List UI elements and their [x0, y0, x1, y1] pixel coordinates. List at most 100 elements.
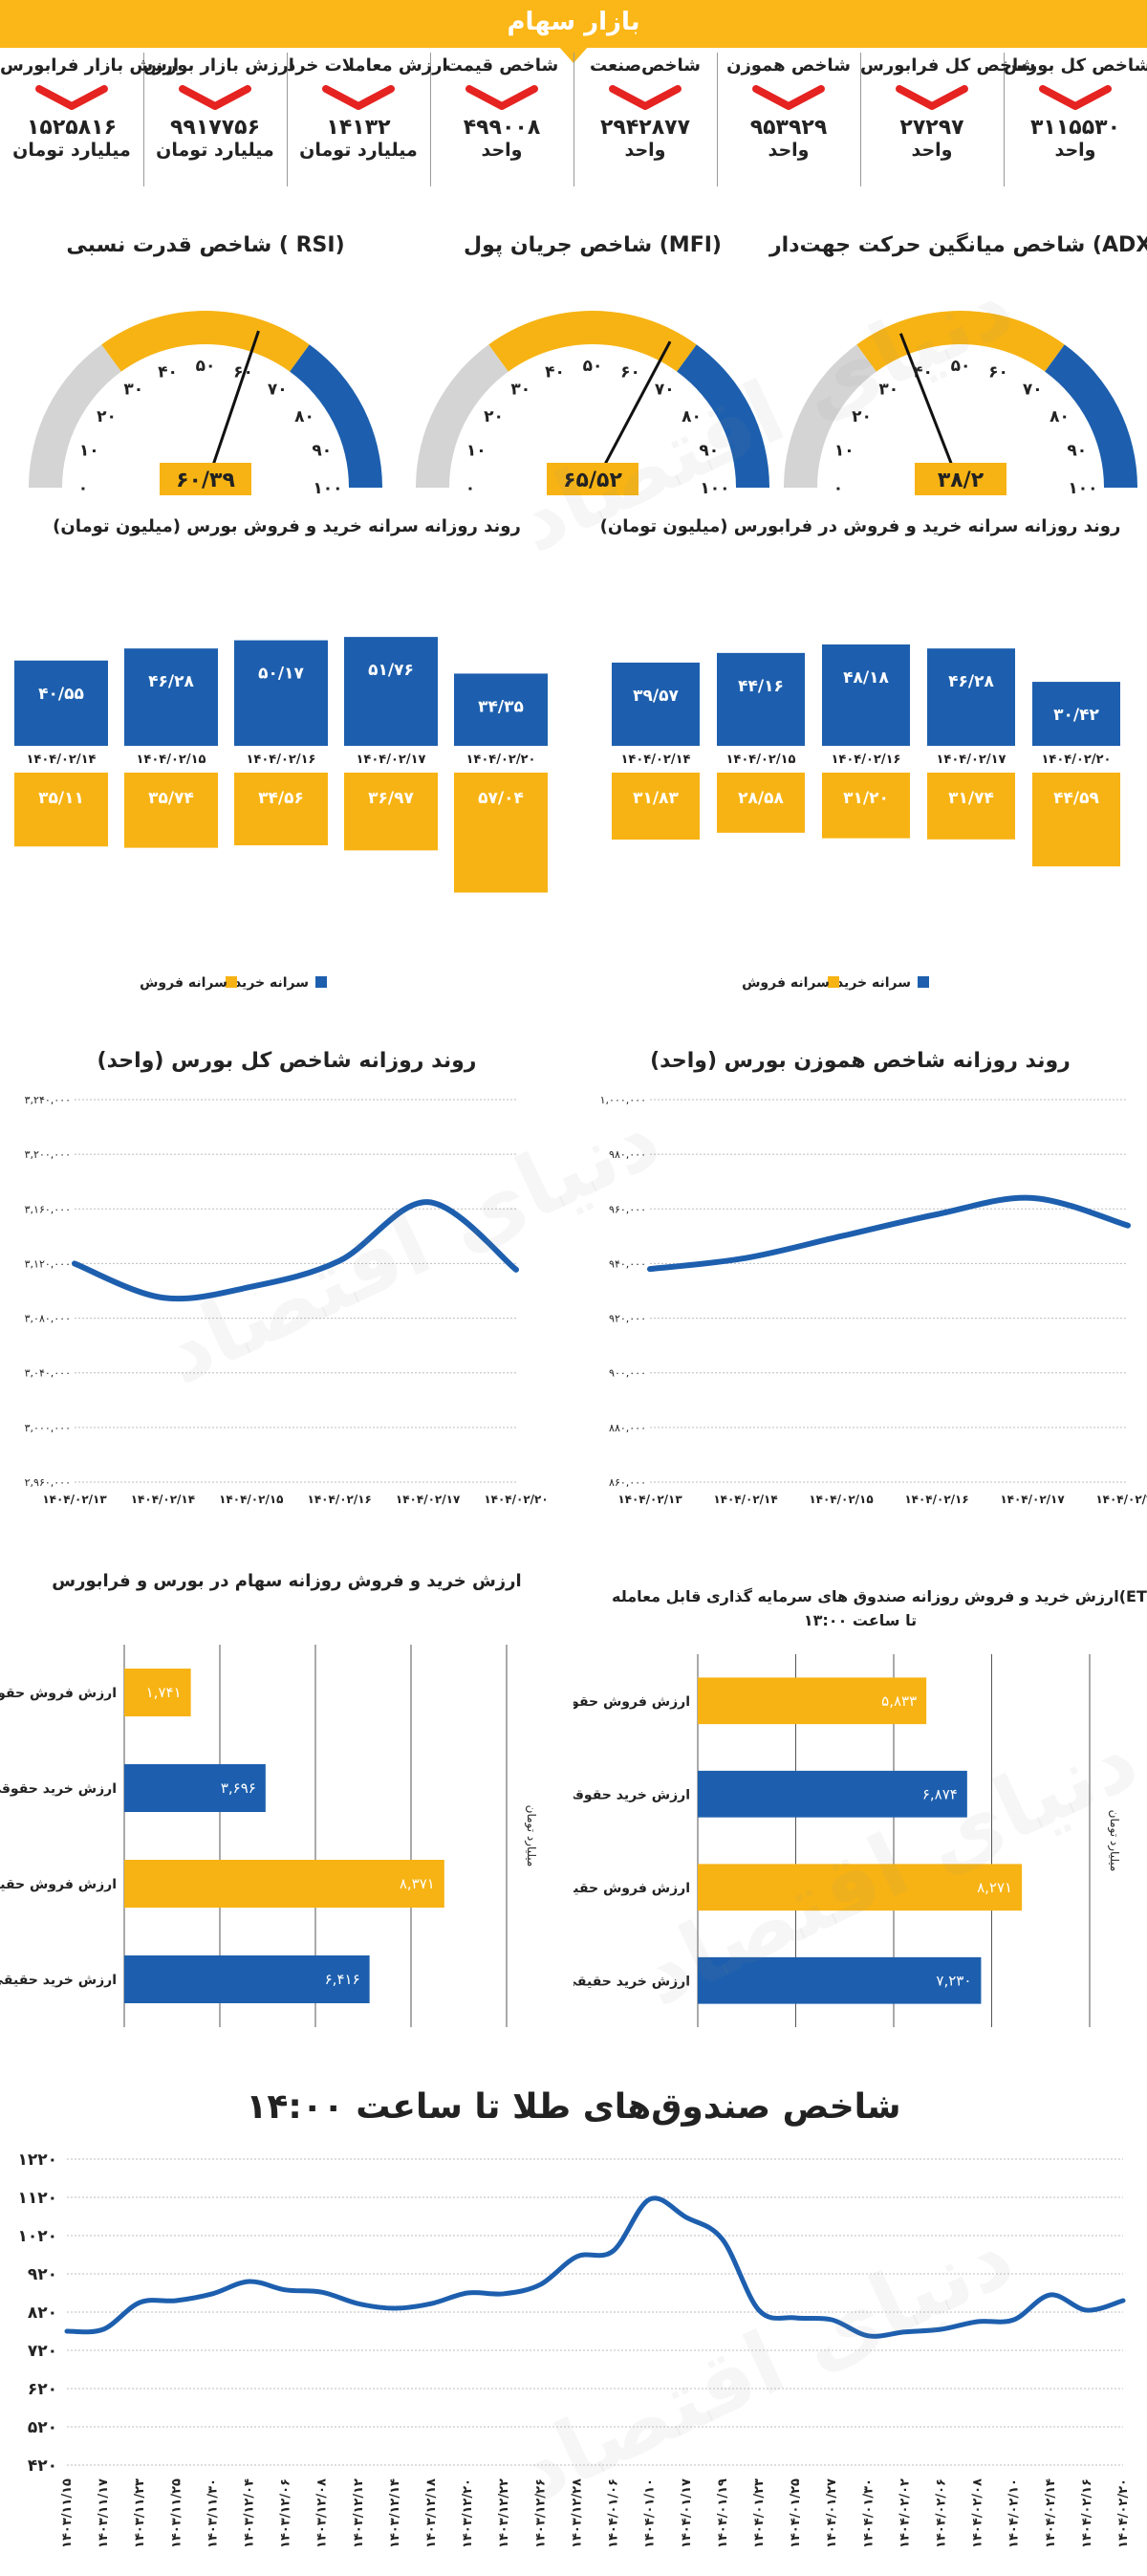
- x-tick-label: ۱۴۰۴/۰۱/۲۳: [752, 2478, 767, 2548]
- bar-sell: [612, 773, 700, 840]
- bar-sell: [234, 773, 328, 846]
- farabourse-per-capita-title: روند روزانه سرانه خرید و فروش در فرابورس…: [599, 516, 1121, 536]
- bar: [124, 1955, 370, 2003]
- series-line: [647, 1194, 1131, 1273]
- y-tick-label: ۳,۱۶۰,۰۰۰: [25, 1203, 71, 1215]
- bar-buy-label: ۴۰/۵۵: [38, 685, 84, 704]
- bar-sell: [124, 773, 218, 848]
- x-tick-label: ۱۴۰۳/۱۱/۲۵: [169, 2478, 184, 2548]
- metric-card: شاخص هموزن ۹۵۳۹۲۹ واحد: [717, 55, 860, 189]
- metric-label: شاخص کل فرابورس: [860, 55, 1036, 76]
- bar-buy-label: ۳۹/۵۷: [633, 687, 679, 706]
- y-tick-label: ۹۶۰,۰۰۰: [609, 1203, 646, 1215]
- gauge-tick-label: ۶۰: [988, 362, 1008, 382]
- gauge-value-label: ۶۵/۵۲: [563, 469, 622, 492]
- category-label: ۱۴۰۴/۰۲/۲۰: [466, 753, 536, 767]
- category-label: ۱۴۰۴/۰۲/۱۵: [137, 753, 206, 767]
- metric-value: ۴۹۹۰۰۸: [463, 116, 541, 140]
- bar-sell: [1032, 773, 1120, 867]
- metric-value: ۲۹۴۲۸۷۷: [600, 116, 690, 140]
- bar-buy: [344, 637, 438, 746]
- metric-label: ارزش معاملات خرد: [287, 55, 448, 76]
- x-tick-label: ۱۴۰۳/۱۱/۲۳: [133, 2478, 147, 2548]
- bar-buy-label: ۳۴/۳۵: [478, 697, 524, 716]
- bar-sell-label: ۳۵/۷۴: [148, 789, 194, 808]
- category-label: ۱۴۰۴/۰۲/۲۰: [1042, 753, 1112, 767]
- gauge-band-mid: [856, 311, 1065, 372]
- y-tick-label: ۸۸۰,۰۰۰: [609, 1422, 646, 1434]
- unit-label: میلیارد تومان: [524, 1805, 538, 1867]
- gauge-band-high: [1045, 344, 1137, 488]
- metric-separator: [287, 53, 288, 186]
- x-tick-label: ۱۴۰۴/۰۲/۰۸: [971, 2478, 985, 2548]
- gauge: ۰۱۰۲۰۳۰۴۰۵۰۶۰۷۰۸۰۹۰۱۰۰۶۰/۳۹: [29, 311, 382, 498]
- bar-buy: [454, 673, 548, 746]
- bar-buy-label: ۴۴/۱۶: [738, 677, 784, 696]
- x-tick-label: ۱۴۰۳/۱۲/۲۲: [497, 2478, 511, 2548]
- chevron-down-icon: [179, 85, 251, 110]
- bourse-value-chart: ۱,۷۴۱ ارزش فروش حقوقی ۳,۶۹۶ ارزش خرید حقوقی…: [0, 1645, 538, 2027]
- y-tick-label: ۱۱۲۰: [17, 2189, 57, 2208]
- gauge-tick-label: ۱۰: [466, 441, 487, 460]
- x-tick-label: ۱۴۰۳/۱۱/۱۵: [60, 2478, 75, 2548]
- legend-buy-swatch: [918, 976, 929, 988]
- bar-value-label: ۷,۲۳۰: [936, 1972, 971, 1989]
- gauge-tick-label: ۲۰: [484, 407, 504, 426]
- bar: [698, 1770, 967, 1818]
- y-tick-label: ۳,۰۴۰,۰۰۰: [25, 1367, 71, 1380]
- bar: [698, 1677, 927, 1725]
- metric-value: ۳۱۱۵۵۳۰: [1030, 116, 1120, 140]
- x-tick-label: ۱۴۰۴/۰۲/۱۳: [42, 1493, 107, 1506]
- y-tick-label: ۳,۰۰۰,۰۰۰: [25, 1422, 71, 1434]
- metric-unit: واحد: [624, 140, 666, 161]
- metric-unit: واحد: [768, 140, 810, 161]
- x-tick-label: ۱۴۰۴/۰۲/۱۶: [308, 1493, 372, 1506]
- bar-sell-label: ۵۷/۰۴: [478, 789, 524, 808]
- category-label: ۱۴۰۴/۰۲/۱۵: [726, 753, 796, 767]
- bourse-per-capita-title: روند روزانه سرانه خرید و فروش بورس (میلی…: [53, 516, 521, 536]
- etf-value-title: ارزش خرید و فروش روزانه صندوق های سرمایه…: [612, 1587, 1147, 1605]
- x-tick-label: ۱۴۰۳/۱۲/۲۶: [533, 2478, 548, 2548]
- x-tick-label: ۱۴۰۴/۰۲/۱۵: [219, 1493, 283, 1506]
- metric-unit: میلیارد تومان: [156, 140, 274, 161]
- bar: [124, 1860, 444, 1908]
- gauge-band-high: [677, 344, 769, 488]
- gauge-tick-label: ۱۰: [79, 441, 99, 460]
- gauge-tick-label: ۹۰: [699, 441, 719, 460]
- metric-card: ارزش معاملات خرد ۱۴۱۳۲ میلیارد تومان: [287, 55, 448, 189]
- metric-card: ارزش بازار فرابورس ۱۵۲۵۸۱۶ میلیارد تومان: [0, 55, 179, 189]
- y-tick-label: ۱۰۲۰: [17, 2227, 57, 2246]
- y-tick-label: ۶۲۰: [28, 2380, 57, 2399]
- bar: [698, 1956, 982, 2004]
- y-tick-label: ۳,۲۰۰,۰۰۰: [25, 1148, 71, 1161]
- y-tick-label: ۱۲۲۰: [17, 2150, 57, 2170]
- gauge-band-low: [784, 344, 876, 488]
- chevron-down-icon: [609, 85, 682, 110]
- gauge-tick-label: ۷۰: [1023, 380, 1043, 399]
- y-tick-label: ۳,۱۲۰,۰۰۰: [25, 1257, 71, 1270]
- metric-label: شاخص قیمت: [444, 55, 559, 76]
- bar-value-label: ۵,۸۳۳: [881, 1692, 917, 1710]
- gauge-tick-label: ۴۰: [158, 362, 178, 382]
- bar-buy: [124, 648, 218, 746]
- metric-value: ۹۹۱۷۷۵۶: [170, 116, 260, 140]
- metric-separator: [1004, 53, 1005, 186]
- bar-value-label: ۸,۳۷۱: [400, 1875, 435, 1892]
- y-tick-label: ۸۲۰: [28, 2303, 57, 2323]
- category-label: ارزش فروش حقوقی: [574, 1694, 690, 1710]
- category-label: ارزش خرید حقیقی: [0, 1973, 117, 1988]
- x-tick-label: ۱۴۰۴/۰۲/۲۰: [484, 1493, 548, 1506]
- x-tick-label: ۱۴۰۴/۰۲/۱۶: [1080, 2478, 1094, 2548]
- x-tick-label: ۱۴۰۴/۰۱/۲۷: [825, 2478, 839, 2548]
- gauge-band-low: [416, 344, 509, 488]
- legend-sell-swatch: [226, 976, 237, 988]
- x-tick-label: ۱۴۰۳/۱۲/۲۰: [461, 2478, 475, 2548]
- bar-buy-label: ۵۱/۷۶: [368, 661, 414, 680]
- metric-value: ۹۵۳۹۲۹: [749, 116, 828, 140]
- y-tick-label: ۹۸۰,۰۰۰: [609, 1148, 646, 1161]
- y-tick-label: ۹۴۰,۰۰۰: [609, 1257, 646, 1270]
- category-label: ارزش فروش حقوقی: [0, 1686, 117, 1701]
- bar-value-label: ۶,۸۷۴: [922, 1785, 958, 1802]
- x-tick-label: ۱۴۰۳/۱۲/۰۸: [315, 2478, 330, 2548]
- bar: [124, 1764, 266, 1812]
